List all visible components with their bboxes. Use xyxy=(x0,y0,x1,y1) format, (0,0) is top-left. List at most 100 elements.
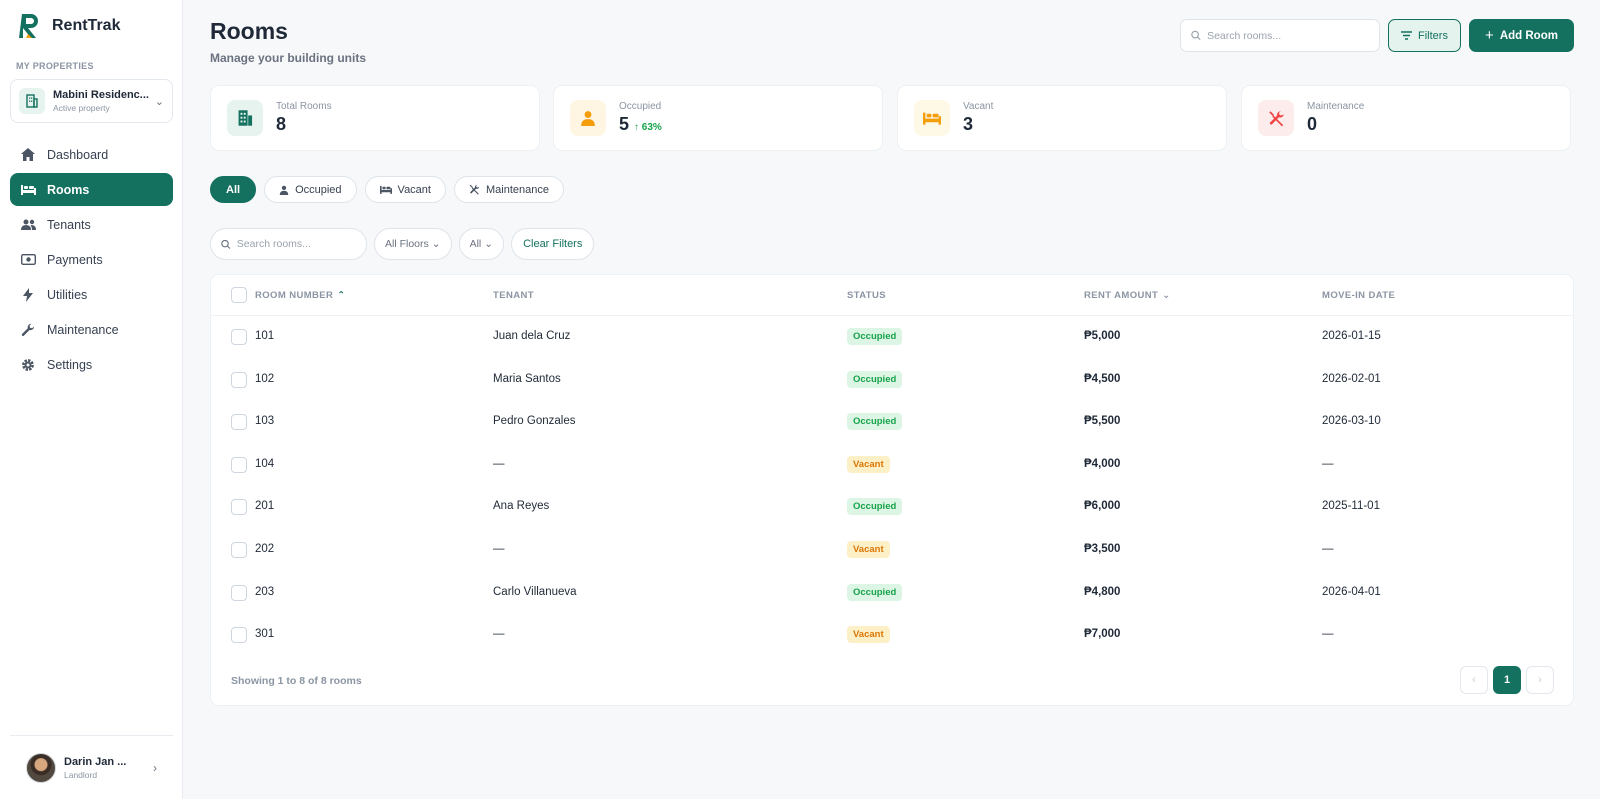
move-in-date: 2026-01-15 xyxy=(1322,330,1381,342)
stat-card-maintenance: Maintenance 0 xyxy=(1241,85,1571,151)
status-badge: Vacant xyxy=(847,455,890,473)
chevron-down-icon: ⌄ xyxy=(1162,290,1171,301)
property-selector[interactable]: Mabini Residenc... Active property ⌄ xyxy=(10,79,173,123)
tab-occupied[interactable]: Occupied xyxy=(264,176,357,203)
users-icon xyxy=(20,217,36,233)
status-badge: Occupied xyxy=(847,413,903,431)
add-room-label: Add Room xyxy=(1499,29,1558,42)
app-name: RentTrak xyxy=(52,17,121,34)
sidebar-item-utilities[interactable]: Utilities xyxy=(10,278,173,311)
tenant-name: — xyxy=(493,628,505,641)
room-number: 201 xyxy=(255,500,275,513)
filters-button[interactable]: Filters xyxy=(1388,19,1461,52)
filter-bar: All Floors ⌄ All ⌄ Clear Filters xyxy=(210,228,595,260)
table-row[interactable]: 101 Juan dela Cruz Occupied ₱5,000 2026-01-1… xyxy=(211,316,1573,359)
sidebar-item-tenants[interactable]: Tenants xyxy=(10,208,173,241)
sort-asc-icon: ⌃ xyxy=(337,290,346,301)
search-input[interactable] xyxy=(1207,29,1379,42)
tenant-name: Pedro Gonzales xyxy=(493,415,576,428)
sidebar-item-maintenance[interactable]: Maintenance xyxy=(10,313,173,346)
table-row[interactable]: 102 Maria Santos Occupied ₱4,500 2026-02-01 xyxy=(211,359,1573,402)
row-checkbox[interactable] xyxy=(231,499,247,516)
select-all-checkbox[interactable] xyxy=(231,287,247,303)
tab-all[interactable]: All xyxy=(210,176,257,203)
status-select[interactable]: All ⌄ xyxy=(458,228,505,260)
row-checkbox[interactable] xyxy=(231,329,247,345)
column-header-rent-amount[interactable]: RENT AMOUNT ⌄ xyxy=(1084,290,1171,301)
property-status: Active property xyxy=(53,103,110,113)
rent-amount: ₱5,500 xyxy=(1084,415,1121,428)
stat-card-vacant: Vacant 3 xyxy=(897,85,1227,151)
prev-page-button[interactable]: ‹ xyxy=(1460,666,1488,694)
row-checkbox[interactable] xyxy=(231,584,247,601)
rent-amount: ₱3,500 xyxy=(1084,543,1121,555)
tools-icon xyxy=(1258,100,1294,136)
table-row[interactable]: 103 Pedro Gonzales Occupied ₱5,500 2026-03-1… xyxy=(211,401,1573,444)
stat-trend: ↑ 63% xyxy=(634,122,662,133)
row-checkbox[interactable] xyxy=(231,627,247,644)
tab-maintenance[interactable]: Maintenance xyxy=(453,176,564,203)
tools-icon xyxy=(469,184,480,195)
renttrak-logo-icon xyxy=(19,14,38,38)
next-page-button[interactable]: › xyxy=(1526,666,1554,694)
row-checkbox[interactable] xyxy=(231,414,247,431)
room-number: 104 xyxy=(255,457,275,470)
brand[interactable]: RentTrak xyxy=(18,12,120,40)
row-checkbox[interactable] xyxy=(231,371,247,388)
clear-filters-button[interactable]: Clear Filters xyxy=(511,228,595,260)
sidebar-item-label: Payments xyxy=(47,252,103,267)
sidebar-item-payments[interactable]: Payments xyxy=(10,243,173,276)
section-label: MY PROPERTIES xyxy=(16,61,94,71)
sidebar-item-rooms[interactable]: Rooms xyxy=(10,173,173,206)
row-checkbox[interactable] xyxy=(231,542,247,558)
status-badge: Occupied xyxy=(847,498,903,516)
sidebar-item-settings[interactable]: Settings xyxy=(10,348,173,381)
user-menu[interactable]: Darin Jan ... Landlord › xyxy=(10,735,173,799)
chevron-down-icon: ⌄ xyxy=(431,238,441,250)
user-name: Darin Jan ... xyxy=(64,755,127,768)
room-number: 203 xyxy=(255,585,275,598)
page-number: 1 xyxy=(1503,674,1511,686)
column-header-room-number[interactable]: ROOM NUMBER ⌃ xyxy=(255,290,346,301)
status-badge: Occupied xyxy=(847,583,903,601)
column-header-move-in-date: MOVE-IN DATE xyxy=(1322,290,1395,301)
sidebar-item-label: Tenants xyxy=(47,217,91,232)
move-in-date: 2026-03-10 xyxy=(1322,415,1381,428)
sidebar-item-dashboard[interactable]: Dashboard xyxy=(10,138,173,171)
table-row[interactable]: 201 Ana Reyes Occupied ₱6,000 2025-11-01 xyxy=(211,486,1573,529)
page-button[interactable]: 1 xyxy=(1493,666,1521,694)
floor-select[interactable]: All Floors ⌄ xyxy=(374,228,452,260)
filter-icon xyxy=(1401,31,1413,40)
room-number: 103 xyxy=(255,415,275,428)
row-checkbox[interactable] xyxy=(231,456,247,473)
table-row[interactable]: 104 — Vacant ₱4,000 — xyxy=(211,444,1573,487)
search-icon xyxy=(221,239,231,249)
floor-select-value: All Floors xyxy=(385,238,429,250)
stat-value: 0 xyxy=(1307,114,1318,134)
move-in-date: 2026-04-01 xyxy=(1322,585,1381,598)
page-subtitle: Manage your building units xyxy=(210,51,366,65)
table-row[interactable]: 203 Carlo Villanueva Occupied ₱4,800 2026-04… xyxy=(211,572,1573,615)
room-number: 102 xyxy=(255,372,275,385)
chevron-down-icon: ⌄ xyxy=(154,95,164,108)
tab-label: Occupied xyxy=(295,183,342,196)
clear-filters-label: Clear Filters xyxy=(523,238,583,250)
table-search-input[interactable] xyxy=(236,238,366,250)
room-number: 301 xyxy=(255,628,275,641)
column-label: ROOM NUMBER xyxy=(255,290,334,301)
table-row[interactable]: 301 — Vacant ₱7,000 — xyxy=(211,614,1573,657)
stat-label: Vacant xyxy=(963,101,994,112)
header-search xyxy=(1180,19,1380,52)
column-label: STATUS xyxy=(847,290,886,301)
add-room-button[interactable]: + Add Room xyxy=(1469,19,1574,52)
table-row[interactable]: 202 — Vacant ₱3,500 — xyxy=(211,529,1573,572)
tenant-name: Juan dela Cruz xyxy=(493,330,571,342)
building-icon xyxy=(19,88,45,114)
page-title: Rooms xyxy=(210,18,288,44)
property-name: Mabini Residenc... xyxy=(53,89,149,101)
column-header-tenant: TENANT xyxy=(493,290,534,301)
sidebar-item-label: Maintenance xyxy=(47,322,119,337)
stat-label: Total Rooms xyxy=(276,101,332,112)
tab-vacant[interactable]: Vacant xyxy=(364,176,446,203)
search-icon xyxy=(1191,30,1201,41)
